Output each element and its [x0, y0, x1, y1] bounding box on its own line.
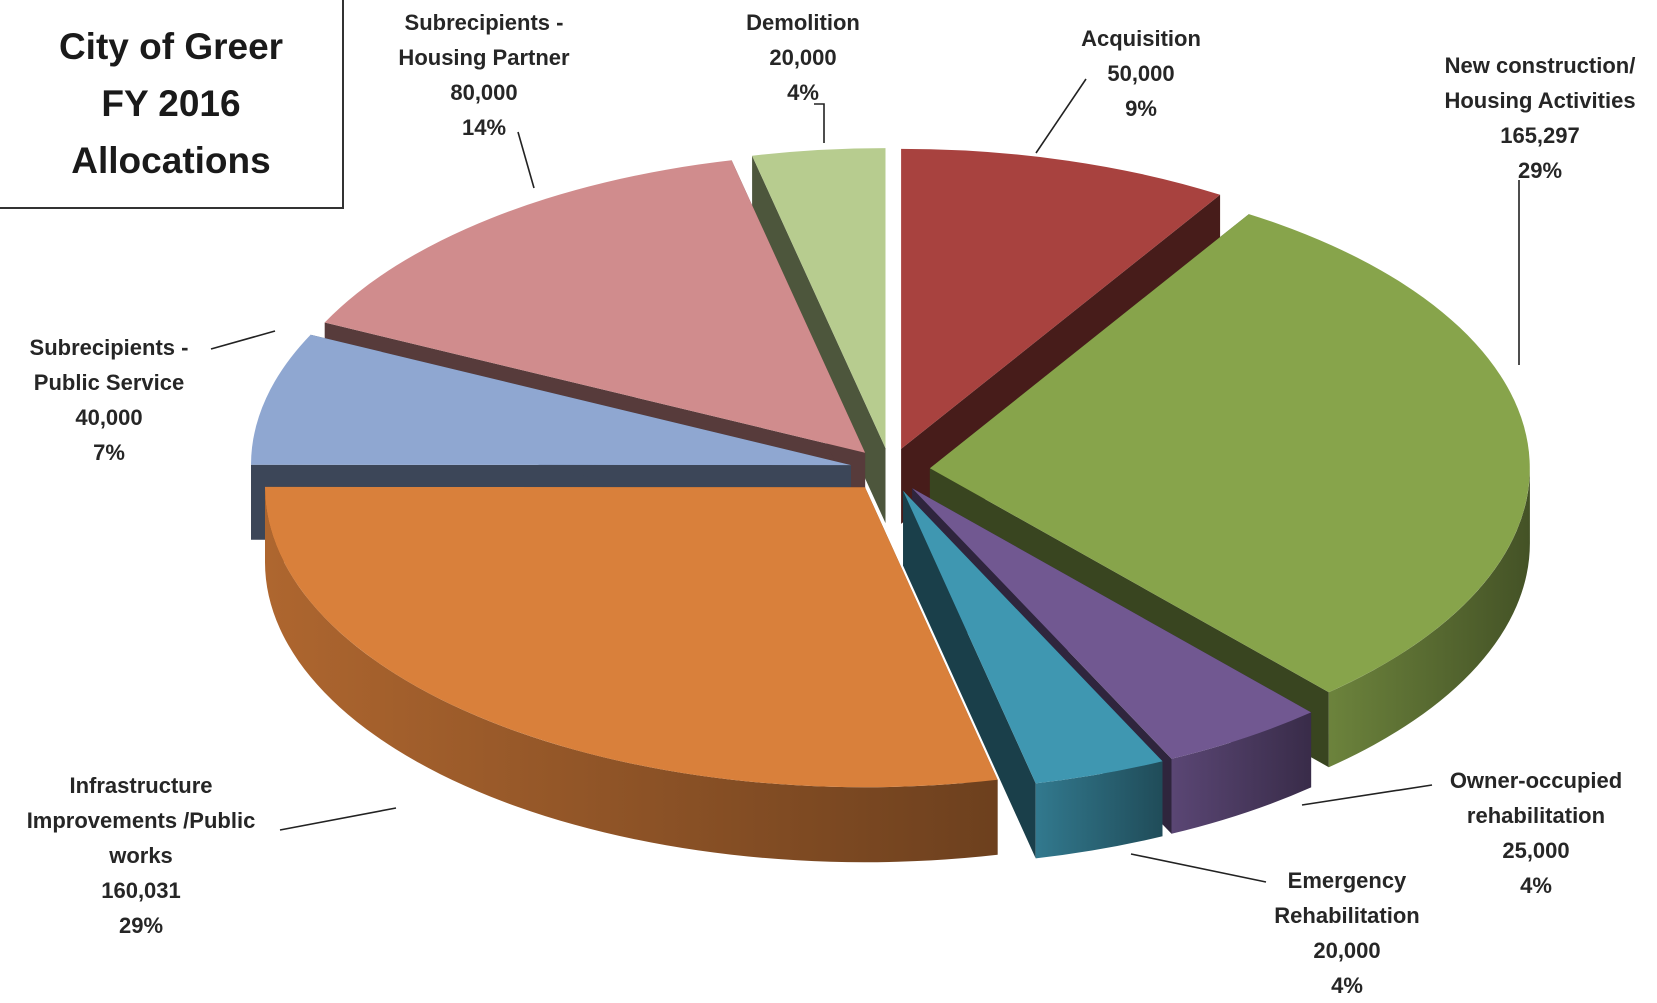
label-percent: 4%: [1520, 873, 1552, 898]
slice-side: [903, 490, 1036, 859]
slice: [251, 334, 851, 466]
leader-line: [210, 330, 276, 350]
chart-title: City of Greer FY 2016 Allocations: [58, 26, 284, 181]
label-value: 50,000: [1107, 61, 1175, 86]
data-label: Infrastructure Improvements /Public work…: [27, 768, 256, 943]
slice: [901, 148, 1221, 449]
slice: [264, 486, 998, 863]
label-value: 20,000: [769, 45, 837, 70]
data-label: Emergency Rehabilitation 20,000 4%: [1274, 863, 1419, 1003]
label-percent: 4%: [1331, 973, 1363, 998]
label-percent: 9%: [1125, 96, 1157, 121]
slice: [324, 160, 866, 453]
label-value: 80,000: [450, 80, 518, 105]
label-percent: 14%: [461, 115, 507, 140]
label-category: Infrastructure Improvements /Public work…: [26, 773, 256, 868]
slice-outer-side: [1328, 468, 1530, 768]
label-category: Emergency Rehabilitation: [1274, 868, 1420, 928]
data-label: Subrecipients - Public Service 40,000 7%: [30, 330, 189, 470]
label-percent: 7%: [93, 440, 125, 465]
label-percent: 29%: [118, 913, 164, 938]
leader-line: [814, 103, 825, 143]
label-value: 160,031: [101, 878, 181, 903]
data-label: Demolition 20,000 4%: [746, 5, 860, 110]
label-category: Owner-occupied rehabilitation: [1449, 768, 1623, 828]
label-value: 20,000: [1313, 938, 1381, 963]
slice-outer-side: [264, 487, 998, 863]
leader-line: [1301, 784, 1433, 806]
slice: [903, 490, 1163, 784]
data-label: Acquisition 50,000 9%: [1081, 21, 1201, 126]
slice: [903, 490, 1163, 859]
title-box: City of Greer FY 2016 Allocations: [0, 0, 344, 209]
leader-line: [517, 131, 535, 189]
slice-outer-side: [1171, 712, 1312, 834]
leader-line: [1130, 853, 1267, 883]
leader-line: [279, 807, 397, 831]
label-category: Demolition: [746, 10, 860, 35]
slice-outer-side: [1035, 761, 1163, 859]
label-value: 25,000: [1502, 838, 1570, 863]
label-category: New construction/ Housing Activities: [1444, 53, 1636, 113]
data-label: Owner-occupied rehabilitation 25,000 4%: [1450, 763, 1622, 903]
slice: [264, 486, 998, 788]
label-category: Acquisition: [1081, 26, 1201, 51]
slice: [929, 214, 1530, 693]
leader-line: [1035, 78, 1087, 154]
data-label: New construction/ Housing Activities 165,…: [1444, 48, 1635, 188]
label-category: Subrecipients - Public Service: [29, 335, 189, 395]
slice: [752, 148, 886, 449]
label-percent: 4%: [787, 80, 819, 105]
label-category: Subrecipients - Housing Partner: [398, 10, 570, 70]
label-percent: 29%: [1517, 158, 1563, 183]
label-value: 40,000: [75, 405, 143, 430]
data-label: Subrecipients - Housing Partner 80,000 14%: [398, 5, 569, 145]
label-value: 165,297: [1500, 123, 1580, 148]
slice: [912, 488, 1312, 759]
